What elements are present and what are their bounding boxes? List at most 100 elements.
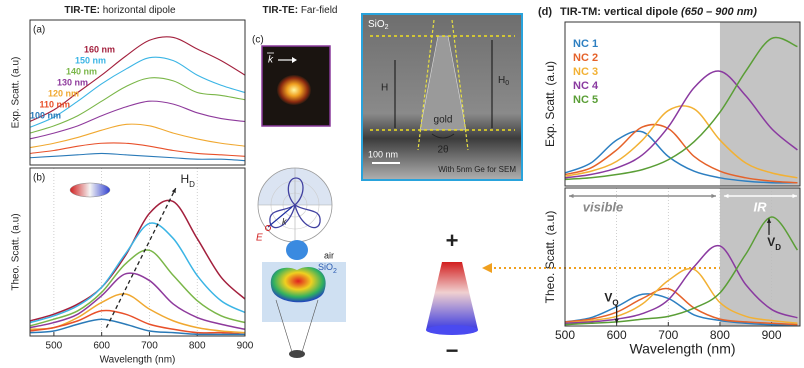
guide <box>417 19 469 151</box>
legend-entry: NC 3 <box>573 66 598 78</box>
x-tick-label: 600 <box>607 328 627 342</box>
y-axis-label: Theo. Scatt. (a.u) <box>11 213 22 290</box>
arrowhead <box>711 193 716 199</box>
spectrum-line <box>29 309 246 336</box>
x-tick-label: 600 <box>93 341 110 352</box>
field-label: E <box>256 233 263 244</box>
y-axis-label: Exp. Scatt. (a.u) <box>11 57 22 129</box>
mode-label: VQ <box>604 291 618 307</box>
series-label: 150 nm <box>75 55 106 65</box>
medium-label: air <box>324 250 334 260</box>
spectrum-line <box>29 100 246 140</box>
series-label: 100 nm <box>30 110 61 120</box>
x-tick-label: 500 <box>46 341 63 352</box>
mode-label-main: V <box>604 291 612 305</box>
wavevector-label: k <box>282 216 287 226</box>
dimension-label: H <box>381 83 388 94</box>
x-tick-label: 800 <box>710 328 730 342</box>
material-label: SiO2 <box>368 19 389 32</box>
spectrum-line <box>564 267 798 324</box>
medium-label: SiO2 <box>318 262 337 275</box>
spectrum-line <box>29 293 246 334</box>
arrowhead <box>171 188 176 194</box>
ir-region <box>719 22 800 186</box>
panel-label: (a) <box>33 25 45 36</box>
spectrum-line <box>564 287 798 326</box>
annotation: HD <box>181 172 196 188</box>
series-label: 110 nm <box>39 99 70 109</box>
spectrum-line <box>29 199 246 322</box>
spectrum-line <box>564 123 798 184</box>
series-label: 120 nm <box>48 88 79 98</box>
plot-frame <box>29 19 246 166</box>
panel-label: (d) <box>538 6 552 18</box>
cone-base <box>426 325 478 335</box>
left-title: TIR-TE: horizontal dipole <box>64 5 176 16</box>
spectrum-line <box>29 249 246 327</box>
series-label: 160 nm <box>84 44 115 54</box>
panel-label: (b) <box>33 173 45 184</box>
lobe <box>270 266 326 303</box>
angle-label: 2θ <box>437 145 449 156</box>
x-tick-label: 700 <box>658 328 678 342</box>
x-axis-label: Wavelength (nm) <box>629 341 735 357</box>
polar-plot <box>257 167 333 243</box>
dipole-disk <box>69 182 111 198</box>
annotation-main: H <box>181 172 190 186</box>
arrowhead <box>482 263 492 273</box>
x-tick-label: 700 <box>141 341 158 352</box>
x-tick-label: 900 <box>237 341 254 352</box>
series-label: 130 nm <box>57 77 88 87</box>
view-lines <box>275 299 319 353</box>
right-title: TIR-TM: vertical dipole (650 – 900 nm) <box>560 6 757 18</box>
middle-title: TIR-TE: Far-field <box>262 5 337 16</box>
spectrum-line <box>564 70 798 179</box>
sem-note: With 5nm Ge for SEM <box>438 165 516 174</box>
x-tick-label: 500 <box>555 328 575 342</box>
legend-entry: NC 4 <box>573 80 599 92</box>
panel-label: (c) <box>252 35 264 46</box>
region-label: IR <box>753 199 767 214</box>
arrowhead <box>614 318 619 324</box>
arrowhead <box>723 193 729 199</box>
plot-frame <box>564 21 801 187</box>
y-axis-label: Theo. Scatt. (a.u) <box>543 211 557 304</box>
spectrum-line <box>564 130 798 184</box>
spectrum-line <box>29 272 246 331</box>
spectrum-line <box>29 123 246 149</box>
region-label: visible <box>583 199 623 214</box>
spectrum-line <box>29 77 246 134</box>
legend-entry: NC 1 <box>573 38 598 50</box>
plot-frame <box>564 187 801 327</box>
annotation-sub: D <box>189 180 195 189</box>
series-label: 140 nm <box>66 66 97 76</box>
mode-label-sub: Q <box>612 298 618 307</box>
y-axis-label: Exp. Scatt. (a.u) <box>543 61 557 147</box>
x-tick-label: 800 <box>189 341 206 352</box>
farfield-spot <box>277 75 311 105</box>
spectrum-line <box>564 216 799 326</box>
spectrum-line <box>29 56 246 128</box>
spectrum-line <box>564 244 798 324</box>
arrowhead <box>766 218 772 223</box>
spectrum-line <box>564 36 798 181</box>
mode-label-sub: D <box>775 243 781 252</box>
spectrum-line <box>29 318 245 336</box>
x-axis-label: Wavelength (nm) <box>100 355 176 366</box>
spectrum-line <box>564 293 798 326</box>
lobe <box>286 240 308 260</box>
plot-frame <box>29 167 246 337</box>
material-label: gold <box>434 115 453 126</box>
legend-entry: NC 2 <box>573 52 598 64</box>
spectrum-line <box>29 36 246 122</box>
spectrum-line <box>29 222 246 324</box>
spectrum-line <box>29 142 246 157</box>
charged-cone <box>426 262 478 330</box>
spectrum-line <box>29 152 246 162</box>
x-tick-label: 900 <box>762 328 782 342</box>
charge-label: − <box>446 338 459 363</box>
angle-arc <box>431 133 455 139</box>
dimension-label: H0 <box>498 75 509 88</box>
charge-label: + <box>446 228 459 253</box>
